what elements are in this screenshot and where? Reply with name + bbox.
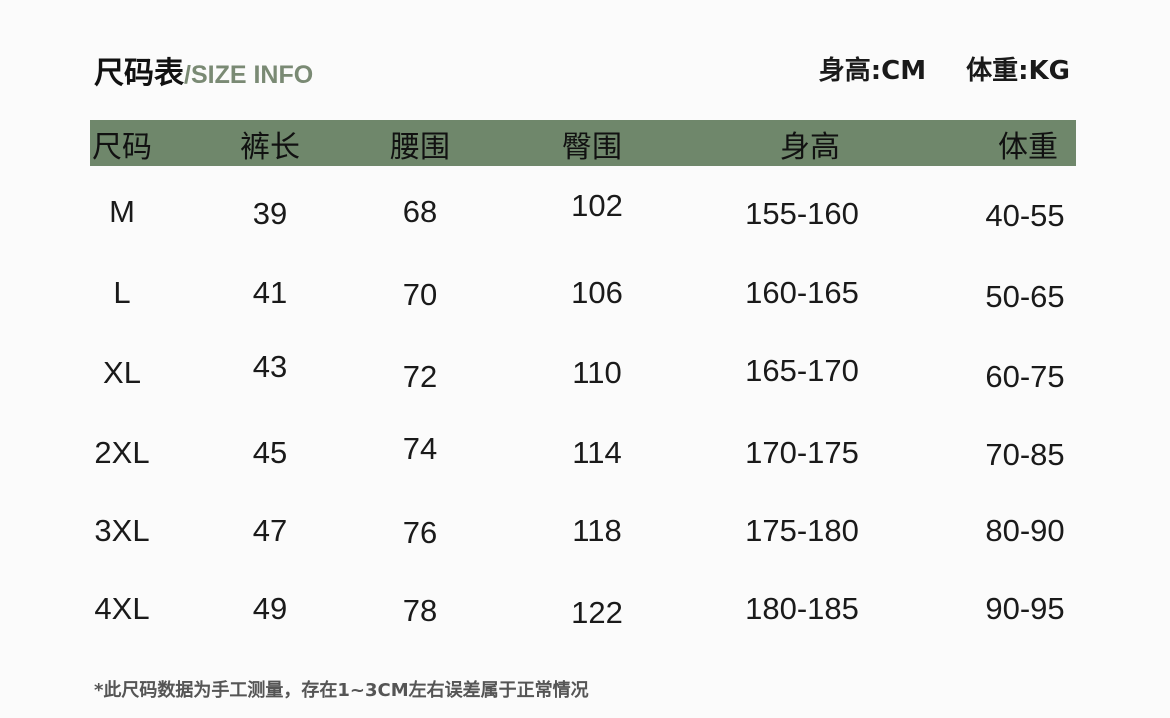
weight-unit: 体重:KG — [966, 56, 1070, 86]
units-legend: 身高:CM 体重:KG — [779, 50, 1070, 87]
table-cell: 160-165 — [745, 275, 859, 310]
table-cell: 72 — [402, 359, 438, 394]
table-cell: 70 — [402, 277, 438, 312]
column-header: 臀围 — [562, 130, 622, 165]
table-cell: 76 — [402, 515, 438, 550]
table-cell: 41 — [252, 275, 288, 310]
table-header-bar — [90, 120, 1076, 166]
table-cell: 106 — [571, 275, 623, 310]
table-cell: 50-65 — [985, 279, 1065, 314]
page-title: 尺码表/SIZE INFO — [94, 48, 313, 92]
height-unit: 身高:CM — [818, 56, 927, 86]
table-cell: 47 — [252, 513, 288, 548]
table-cell: 114 — [572, 435, 622, 470]
column-header: 尺码 — [92, 130, 152, 165]
column-header: 身高 — [780, 130, 840, 165]
table-cell: 165-170 — [745, 353, 859, 388]
table-cell: 90-95 — [985, 591, 1065, 626]
footnote: *此尺码数据为手工测量，存在1~3CM左右误差属于正常情况 — [94, 680, 589, 701]
title-en: /SIZE INFO — [184, 61, 314, 89]
table-cell: M — [109, 194, 135, 229]
table-cell: 3XL — [94, 513, 150, 548]
table-cell: 39 — [252, 196, 288, 231]
table-cell: 49 — [252, 591, 288, 626]
table-cell: XL — [103, 355, 141, 390]
table-cell: 60-75 — [985, 359, 1065, 394]
table-cell: 45 — [252, 435, 288, 470]
table-cell: 40-55 — [985, 198, 1065, 233]
table-cell: L — [113, 275, 131, 310]
table-cell: 74 — [402, 431, 438, 466]
column-header: 腰围 — [390, 130, 450, 165]
table-cell: 68 — [402, 194, 438, 229]
table-cell: 110 — [572, 355, 622, 390]
table-cell: 122 — [571, 595, 623, 630]
column-header: 裤长 — [240, 130, 300, 165]
table-cell: 2XL — [94, 435, 150, 470]
table-cell: 4XL — [94, 591, 150, 626]
table-cell: 155-160 — [745, 196, 859, 231]
table-cell: 170-175 — [745, 435, 859, 470]
table-cell: 43 — [252, 349, 288, 384]
table-cell: 80-90 — [985, 513, 1065, 548]
table-cell: 70-85 — [985, 437, 1065, 472]
table-cell: 78 — [402, 593, 438, 628]
table-cell: 102 — [571, 188, 623, 223]
column-header: 体重 — [998, 130, 1058, 165]
table-cell: 118 — [572, 513, 622, 548]
table-cell: 180-185 — [745, 591, 859, 626]
title-cn: 尺码表 — [94, 56, 184, 91]
table-cell: 175-180 — [745, 513, 859, 548]
